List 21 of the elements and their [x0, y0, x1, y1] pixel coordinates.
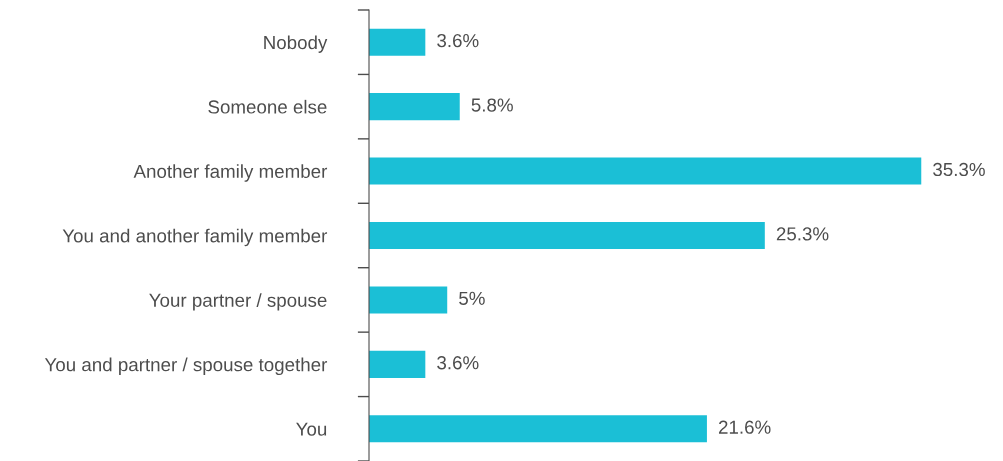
- y-tick-label: You and another family member: [62, 228, 328, 247]
- y-tick-label: Someone else: [208, 99, 327, 114]
- bar: [369, 350, 426, 378]
- y-tick-label: You: [296, 422, 327, 436]
- bar: [369, 28, 426, 56]
- bar: [369, 221, 765, 250]
- data-label: 25.3%: [776, 227, 829, 241]
- data-label: 21.6%: [718, 420, 771, 434]
- data-label: 5%: [459, 291, 485, 305]
- y-tick-label: Your partner / spouse: [149, 293, 327, 311]
- bar: [369, 157, 922, 185]
- bar: [369, 286, 448, 314]
- bar: [369, 93, 460, 121]
- y-tick-label: Nobody: [264, 35, 328, 53]
- data-label: 3.6%: [437, 356, 479, 370]
- y-tick-label: Another family member: [133, 164, 328, 182]
- data-label: 35.3%: [933, 162, 985, 177]
- y-tick-label: You and partner / spouse together: [44, 357, 328, 376]
- data-label: 5.8%: [471, 98, 513, 112]
- data-label: 3.6%: [437, 33, 479, 48]
- bar: [369, 415, 707, 443]
